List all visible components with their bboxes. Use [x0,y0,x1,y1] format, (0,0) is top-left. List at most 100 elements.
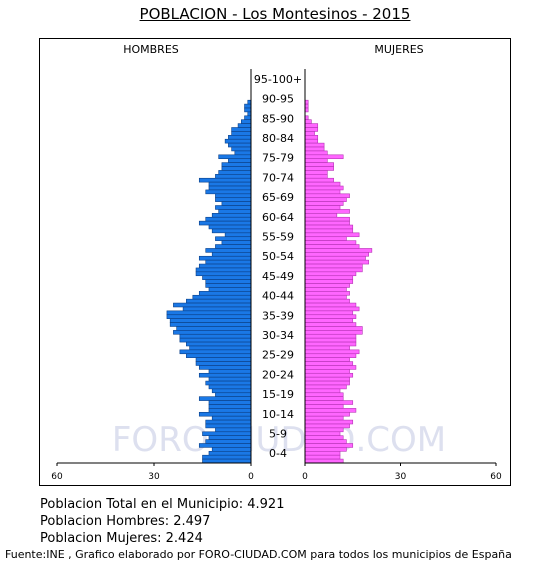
age-label: 90-95 [262,93,294,106]
bar-mujeres [304,283,350,288]
bar-mujeres [304,369,350,374]
bar-hombres [205,279,252,284]
header-hombres: HOMBRES [123,43,179,56]
bar-hombres [205,259,252,265]
bar-hombres [195,357,252,362]
bar-hombres [173,330,252,335]
age-label: 85-90 [262,112,294,125]
bar-mujeres [304,146,325,152]
bar-mujeres [304,384,347,390]
bar-mujeres [304,439,347,444]
bar-hombres [202,454,252,460]
bar-mujeres [304,287,347,292]
age-label: 35-39 [262,309,294,322]
bar-mujeres [304,224,354,230]
bar-hombres [186,341,252,347]
bar-hombres [179,349,252,355]
bar-hombres [244,115,252,121]
bar-hombres [208,369,252,374]
bar-mujeres [304,142,325,148]
bar-mujeres [304,181,341,187]
bar-mujeres [304,127,319,132]
age-label: 50-54 [262,250,294,263]
bar-mujeres [304,236,347,241]
age-label: 95-100+ [254,73,302,86]
bar-hombres [215,236,252,241]
age-label: 80-84 [262,132,294,145]
bar-hombres [221,166,252,171]
bar-hombres [228,142,252,148]
bar-hombres [208,400,252,405]
age-label: 55-59 [262,230,294,243]
bar-mujeres [304,228,354,234]
bar-mujeres [304,447,347,452]
source-footer: Fuente:INE , Grafico elaborado por FORO-… [5,548,512,561]
bar-mujeres [304,205,341,210]
bar-hombres [198,443,252,448]
bar-mujeres [304,458,344,464]
bar-hombres [228,158,252,163]
watermark-text: FORO-CIUDAD.COM [112,420,446,460]
bar-mujeres [304,353,357,358]
bar-hombres [215,193,252,199]
bar-mujeres [304,255,366,261]
bar-hombres [215,392,252,397]
bar-hombres [211,228,252,234]
bar-mujeres [304,318,354,323]
tick-label-mujeres: 0 [302,472,308,482]
bar-hombres [179,337,252,343]
bar-hombres [218,209,252,214]
bar-hombres [211,388,252,394]
bar-mujeres [304,220,350,226]
bar-mujeres [304,400,354,405]
bar-mujeres [304,326,363,331]
bar-hombres [208,435,252,440]
age-label: 25-29 [262,349,294,362]
bar-mujeres [304,216,350,222]
bar-hombres [205,380,252,386]
bar-mujeres [304,177,334,183]
bar-mujeres [304,380,350,386]
bar-hombres [221,240,252,245]
bar-hombres [202,458,252,464]
bar-hombres [208,224,252,230]
bar-mujeres [304,310,354,316]
bar-mujeres [304,349,360,355]
bar-hombres [198,365,252,370]
bar-mujeres [304,150,328,156]
tick-label-hombres: 60 [51,472,63,482]
bar-mujeres [304,240,357,245]
bar-hombres [205,189,252,195]
bar-hombres [166,314,252,319]
tick-label-mujeres: 60 [490,472,502,482]
bar-mujeres [304,279,354,284]
bar-hombres [173,302,252,308]
bar-mujeres [304,209,350,214]
bar-hombres [231,127,252,132]
bar-mujeres [304,291,350,296]
bar-mujeres [304,298,350,304]
bar-mujeres [304,396,344,401]
age-label: 70-74 [262,171,294,184]
tick-label-hombres: 0 [248,472,254,482]
bar-hombres [208,181,252,187]
bar-mujeres [304,166,334,171]
age-label: 30-34 [262,329,294,342]
bar-hombres [218,154,252,160]
bar-hombres [198,263,252,269]
bar-mujeres [304,427,344,433]
bar-hombres [198,291,252,296]
bar-mujeres [304,119,312,124]
bar-mujeres [304,372,354,378]
bar-hombres [231,146,252,152]
bar-hombres [182,306,252,312]
age-label: 20-24 [262,368,294,381]
bar-hombres [205,283,252,288]
bar-hombres [211,415,252,421]
bar-mujeres [304,330,363,335]
bar-mujeres [304,123,319,128]
bar-mujeres [304,158,328,163]
bar-hombres [241,119,252,124]
bar-hombres [234,150,252,156]
stat-total: Poblacion Total en el Municipio: 4.921 [40,497,285,512]
